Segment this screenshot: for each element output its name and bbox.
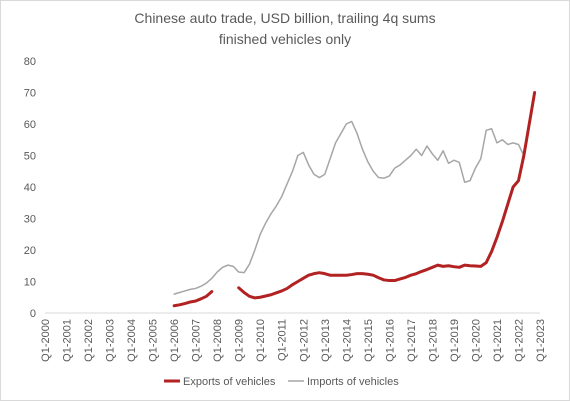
x-tick-label: Q1-2009 (234, 319, 246, 362)
legend: Exports of vehicles Imports of vehicles (164, 376, 399, 388)
y-tick-label: 20 (24, 245, 36, 257)
legend-exports: Exports of vehicles (164, 376, 276, 388)
x-tick-label: Q1-2021 (492, 319, 504, 362)
imports-line (173, 120, 525, 295)
x-tick-label: Q1-2015 (363, 319, 375, 362)
x-tick-label: Q1-2004 (126, 319, 138, 362)
x-tick-label: Q1-2012 (298, 319, 310, 362)
x-tick-label: Q1-2002 (83, 319, 95, 362)
y-tick-label: 60 (24, 119, 36, 131)
x-tick-label: Q1-2005 (148, 319, 160, 362)
legend-label: Exports of vehicles (183, 376, 276, 388)
y-tick-label: 70 (24, 88, 36, 100)
y-tick-label: 80 (24, 56, 36, 68)
x-tick-label: Q1-2003 (105, 319, 117, 362)
x-tick-label: Q1-2017 (406, 319, 418, 362)
x-tick-label: Q1-2020 (470, 319, 482, 362)
x-tick-label: Q1-2013 (320, 319, 332, 362)
x-tick-label: Q1-2007 (191, 319, 203, 362)
legend-label: Imports of vehicles (307, 376, 399, 388)
x-tick-label: Q1-2000 (40, 319, 52, 362)
chart-subtitle: finished vehicles only (218, 31, 352, 47)
x-tick-label: Q1-2023 (535, 319, 547, 362)
y-tick-label: 50 (24, 151, 36, 163)
y-tick-label: 40 (24, 182, 36, 194)
y-tick-label: 30 (24, 214, 36, 226)
exports-line (237, 91, 537, 300)
x-tick-label: Q1-2022 (513, 319, 525, 362)
y-tick-label: 10 (24, 277, 36, 289)
x-tick-label: Q1-2018 (427, 319, 439, 362)
exports-line (172, 290, 214, 308)
y-axis: 0 10 20 30 40 50 60 70 80 (24, 56, 36, 320)
x-tick-label: Q1-2016 (384, 319, 396, 362)
legend-imports: Imports of vehicles (288, 376, 399, 388)
x-tick-label: Q1-2008 (212, 319, 224, 362)
x-tick-label: Q1-2001 (62, 319, 74, 362)
chart-title: Chinese auto trade, USD billion, trailin… (134, 10, 436, 26)
y-tick-label: 0 (30, 308, 36, 320)
x-axis: Q1-2000 Q1-2001 Q1-2002 Q1-2003 Q1-2004 Q1-20… (40, 312, 547, 362)
x-tick-label: Q1-2014 (341, 319, 353, 362)
x-tick-label: Q1-2006 (169, 319, 181, 362)
x-tick-label: Q1-2011 (277, 319, 289, 361)
x-tick-label: Q1-2019 (449, 319, 461, 362)
plot-area (172, 91, 537, 308)
x-tick-label: Q1-2010 (255, 319, 267, 362)
